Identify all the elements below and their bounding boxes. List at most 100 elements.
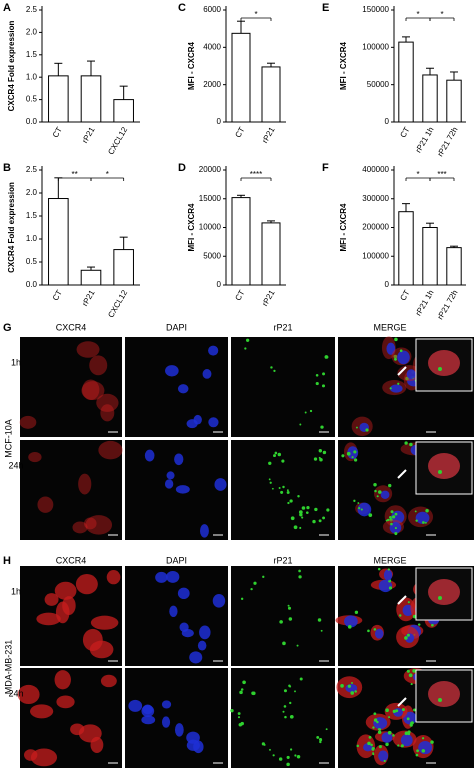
granule [230, 708, 234, 713]
panel-letter: H [3, 555, 11, 567]
granule [394, 357, 397, 361]
cell-stain [98, 440, 123, 460]
granule [372, 726, 375, 729]
granule [365, 428, 369, 432]
cell-stain [75, 573, 98, 595]
x-tick-label: CXCL12 [106, 288, 129, 319]
granule [385, 742, 389, 747]
nucleus [415, 511, 430, 524]
granule [317, 618, 322, 622]
granule [299, 526, 302, 529]
significance-label: * [254, 10, 257, 19]
granule [299, 423, 302, 426]
granule [297, 495, 300, 498]
granule [281, 459, 285, 463]
granule [321, 384, 326, 388]
nucleus [165, 365, 179, 377]
granule [283, 705, 287, 708]
nucleus [166, 570, 180, 583]
x-tick-label: rP21 [80, 125, 97, 145]
nucleus [155, 571, 168, 583]
cell-stain [36, 612, 61, 626]
x-tick-label: CT [398, 125, 411, 139]
cell-stain [81, 381, 105, 401]
y-axis-label: MFI - CXCR4 [339, 203, 348, 252]
cell-stain [24, 749, 38, 761]
granule [324, 355, 329, 359]
nucleus [212, 594, 226, 608]
granule [387, 730, 392, 735]
cell-stain [78, 724, 102, 743]
bar [422, 74, 438, 123]
granule [326, 508, 330, 512]
granule [322, 450, 327, 455]
nucleus [193, 740, 204, 754]
granule [268, 478, 271, 481]
granule [287, 606, 292, 610]
nucleus [175, 485, 190, 494]
micrograph [231, 440, 335, 540]
micrograph [17, 668, 122, 768]
bar [80, 269, 102, 286]
granule [424, 521, 427, 524]
x-tick-label: rP21 72h [436, 289, 460, 322]
granule [387, 568, 390, 571]
granule [240, 688, 244, 691]
granule [371, 747, 375, 751]
granule [409, 442, 413, 447]
y-tick-label: 0.0 [26, 117, 38, 126]
granule [367, 741, 371, 746]
granule [298, 569, 301, 573]
significance-label: * [416, 10, 419, 19]
cell-stain [28, 452, 42, 463]
panel-letter: G [3, 322, 12, 334]
row-label: 1h [11, 357, 21, 367]
bar [80, 75, 102, 123]
nucleus [128, 699, 143, 712]
granule [289, 714, 294, 719]
granule [244, 347, 247, 350]
granule [347, 684, 351, 688]
granule [322, 516, 326, 520]
image-background [125, 566, 228, 666]
granule [319, 740, 322, 744]
cell-stain [37, 496, 54, 513]
micrograph [125, 668, 228, 768]
granule [389, 515, 392, 519]
inset-granule [438, 698, 442, 702]
column-header: rP21 [273, 322, 292, 332]
nucleus [161, 700, 172, 709]
nucleus [363, 743, 373, 752]
nucleus [179, 622, 189, 633]
granule [410, 721, 414, 725]
cell-stain [30, 704, 54, 719]
granule [395, 709, 399, 713]
cell-stain [100, 404, 115, 422]
nucleus [378, 579, 393, 593]
granule [288, 684, 291, 687]
image-background [231, 337, 335, 437]
y-tick-label: 1.0 [26, 234, 38, 243]
nucleus [141, 705, 155, 717]
granule [399, 614, 402, 617]
cell-stain [83, 517, 97, 530]
nucleus [189, 651, 203, 664]
x-tick-label: CT [233, 125, 246, 139]
image-background [125, 668, 228, 768]
bar [446, 79, 462, 123]
granule [394, 512, 398, 516]
y-tick-label: 1.5 [26, 211, 38, 220]
granule [393, 354, 398, 359]
granule [388, 483, 392, 488]
inset [415, 669, 473, 723]
panel-letter: E [322, 2, 329, 14]
granule [373, 628, 377, 631]
y-tick-label: 2000 [203, 80, 221, 89]
granule [294, 690, 296, 693]
granule [347, 625, 352, 629]
micrograph [125, 566, 228, 666]
y-tick-label: 0.5 [26, 95, 38, 104]
granule [283, 689, 287, 693]
cell-stain [44, 593, 59, 606]
cell-stain [89, 640, 114, 659]
